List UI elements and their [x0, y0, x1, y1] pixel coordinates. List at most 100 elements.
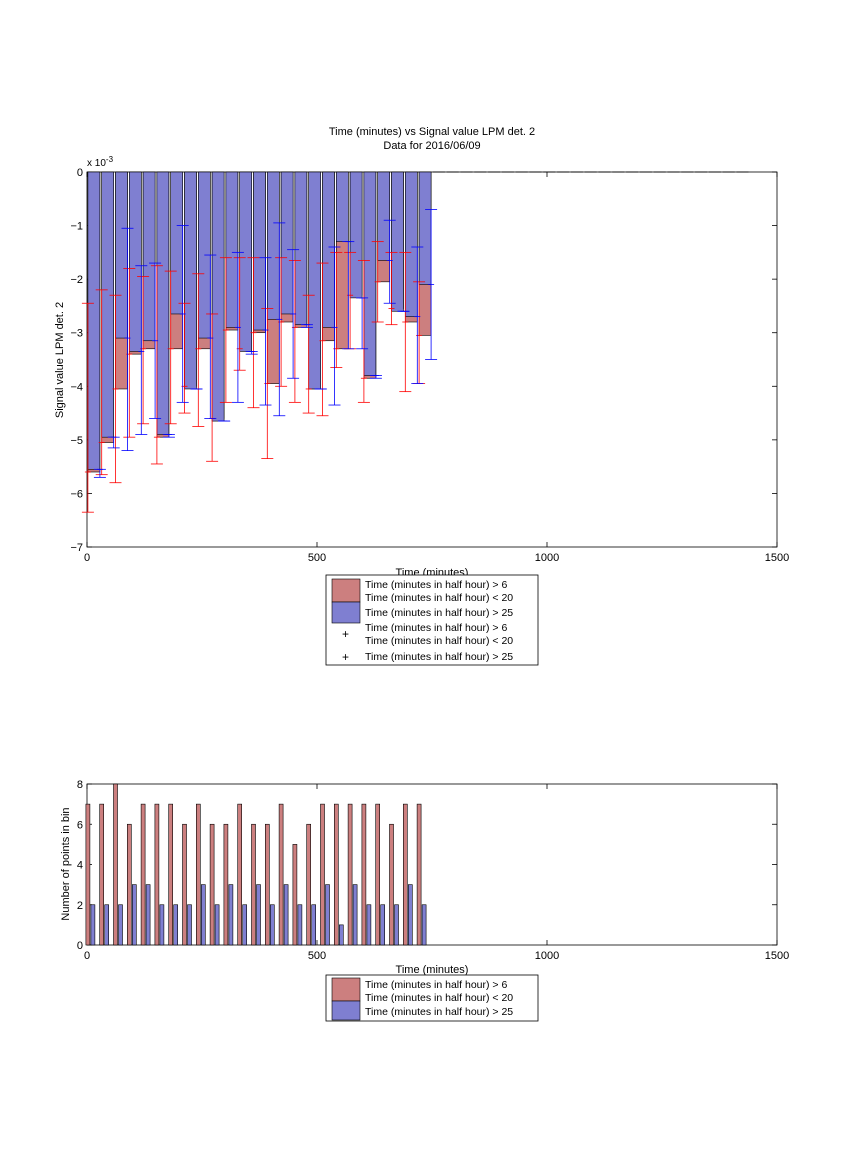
chart1-bar-blue	[184, 171, 197, 390]
chart1-bar-blue	[87, 171, 101, 470]
chart2-bar-pink	[127, 823, 132, 946]
chart1-bar-blue	[142, 171, 156, 342]
chart2-x-tick-label: 1500	[765, 950, 789, 962]
chart1-legend-label-6: Time (minutes in half hour) > 25	[365, 651, 513, 663]
chart2-bar-blue	[407, 884, 413, 946]
chart2-y-tick-label: 6	[77, 819, 83, 831]
chart2-bar-blue	[201, 884, 206, 946]
chart1-errorbar-blue	[135, 265, 148, 435]
chart1-errorbar-blue	[273, 222, 286, 417]
chart2-bar-pink	[140, 803, 146, 946]
chart1-errorbar-red	[95, 289, 108, 476]
chart2-y-tick-label: 0	[77, 940, 83, 952]
chart1-bar-blue	[115, 171, 128, 339]
chart1-x-tick-label: 500	[308, 552, 326, 564]
chart1-errorbar-red	[178, 302, 191, 414]
chart1-legend-label-2: Time (minutes in half hour) < 20	[365, 592, 513, 604]
chart2-bar-pink	[99, 803, 104, 946]
chart2-bar-blue	[118, 904, 123, 946]
chart2-bar-pink	[196, 803, 201, 946]
chart2-bar-pink	[209, 823, 215, 946]
chart2-y-axis-label: Number of points in bin	[60, 807, 72, 920]
chart2-bar-pink	[347, 803, 353, 946]
chart2-bar-pink	[389, 823, 394, 946]
chart2-legend-label-3: Time (minutes in half hour) > 25	[365, 1006, 513, 1018]
chart1-bar-blue	[280, 171, 294, 315]
chart1-legend-label-5: Time (minutes in half hour) < 20	[365, 635, 513, 647]
chart1-errorbar-blue	[300, 324, 313, 328]
chart1-subtitle: Data for 2016/06/09	[383, 140, 480, 152]
chart1-errorbar-red	[150, 265, 163, 465]
chart2-x-tick-label: 500	[308, 950, 326, 962]
chart1-errorbar-red	[302, 294, 315, 414]
chart2-bar-pink	[182, 823, 187, 946]
chart1-y-tick-label: −4	[70, 381, 83, 393]
chart2-x-tick-label: 1000	[535, 950, 559, 962]
chart2-bar-pink	[85, 803, 91, 946]
chart1-y-tick-label: −3	[70, 328, 83, 340]
chart1-plot: 0−1−2−3−4−5−6−70 500 1000 1500	[70, 167, 789, 564]
chart2-y-tick-label: 2	[77, 900, 83, 912]
chart2-bar-blue	[394, 904, 399, 946]
chart1-bar-blue	[225, 171, 239, 328]
chart2-bar-blue	[145, 884, 151, 946]
chart2-bar-pink	[223, 823, 229, 946]
chart1-errorbar-blue	[328, 246, 341, 406]
chart2-bar-pink	[237, 803, 242, 946]
chart1-errorbar-blue	[287, 249, 300, 379]
chart1-errorbar-blue	[107, 436, 120, 449]
chart1-errorbar-blue	[369, 375, 382, 379]
chart1-bar-blue	[377, 171, 391, 261]
chart1-errorbar-red	[247, 257, 260, 409]
chart1-bar-blue	[335, 171, 349, 242]
chart2-bar-pink	[168, 803, 173, 946]
chart2-bar-blue	[173, 904, 178, 946]
chart2-bar-blue	[283, 884, 289, 946]
chart1-y-tick-label: −7	[70, 542, 83, 554]
chart1-bar-blue	[349, 171, 363, 299]
chart2-legend-swatch-pink	[331, 977, 361, 1002]
chart2-bar-pink	[154, 803, 160, 946]
chart2-bar-blue	[311, 904, 317, 946]
chart1-x-tick-label: 1500	[765, 552, 789, 564]
chart1-errorbar-red	[316, 262, 329, 417]
chart1-bar-blue	[211, 171, 225, 422]
chart1-bar-blue	[266, 171, 280, 320]
chart1-y-tick-label: −5	[70, 435, 83, 447]
chart1-errorbar-blue	[162, 434, 175, 438]
chart2-legend-label-2: Time (minutes in half hour) < 20	[365, 992, 513, 1004]
chart1-legend-marker-blue: +	[342, 650, 349, 664]
chart2-bar-pink	[361, 803, 367, 946]
chart1-errorbar-red	[275, 257, 288, 387]
chart1-errorbar-blue	[245, 351, 258, 355]
chart1-bar-blue	[156, 171, 170, 435]
chart1-errorbar-red	[123, 268, 136, 438]
chart2-bar-pink	[113, 783, 118, 946]
chart2-bar-blue	[90, 904, 96, 946]
chart1-legend-label-1: Time (minutes in half hour) > 6	[365, 579, 507, 591]
chart1-title: Time (minutes) vs Signal value LPM det. …	[329, 126, 535, 138]
chart1-errorbar-blue	[425, 209, 438, 360]
chart1-y-tick-label: −2	[70, 274, 83, 286]
chart1-errorbar-red	[192, 273, 205, 427]
chart1-errorbar-blue	[121, 227, 134, 451]
chart1-legend-swatch-blue	[331, 601, 361, 624]
chart2-bar-blue	[104, 904, 109, 946]
chart1-legend-label-4: Time (minutes in half hour) > 6	[365, 622, 507, 634]
chart1-bar-blue	[253, 171, 266, 331]
chart1-y-exponent: x 10-3	[87, 155, 114, 169]
chart2-plot: 8 6 4 2 00 500 1000 1500	[77, 779, 789, 962]
chart1-y-tick-label: −1	[70, 221, 83, 233]
chart1-y-tick-label: 0	[77, 167, 83, 179]
chart2-bar-blue	[187, 904, 192, 946]
chart2-bar-pink	[375, 803, 381, 946]
chart1-errorbar-blue	[93, 468, 106, 478]
chart2-y-tick-label: 4	[77, 860, 83, 872]
chart2-bar-pink	[320, 803, 325, 946]
chart2-legend-box	[325, 974, 539, 1022]
chart2-bar-pink	[416, 803, 422, 946]
chart2-bar-pink	[251, 823, 256, 946]
chart1-bar-blue	[101, 171, 114, 438]
chart1-bar-blue	[239, 171, 252, 352]
